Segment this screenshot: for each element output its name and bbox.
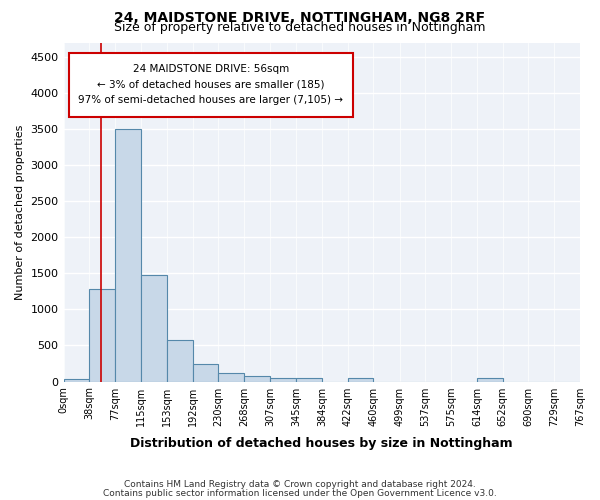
Bar	[244, 376, 270, 382]
Bar	[218, 373, 244, 382]
X-axis label: Distribution of detached houses by size in Nottingham: Distribution of detached houses by size …	[130, 437, 513, 450]
Text: Size of property relative to detached houses in Nottingham: Size of property relative to detached ho…	[114, 22, 486, 35]
Y-axis label: Number of detached properties: Number of detached properties	[15, 124, 25, 300]
Text: 24 MAIDSTONE DRIVE: 56sqm
← 3% of detached houses are smaller (185)
97% of semi-: 24 MAIDSTONE DRIVE: 56sqm ← 3% of detach…	[78, 64, 343, 106]
Text: 24, MAIDSTONE DRIVE, NOTTINGHAM, NG8 2RF: 24, MAIDSTONE DRIVE, NOTTINGHAM, NG8 2RF	[115, 12, 485, 26]
Bar	[115, 129, 141, 382]
Bar	[296, 378, 322, 382]
Bar	[141, 275, 167, 382]
Bar	[64, 378, 89, 382]
FancyBboxPatch shape	[69, 52, 353, 117]
Bar	[193, 364, 218, 382]
Bar	[347, 378, 373, 382]
Bar	[167, 340, 193, 382]
Bar	[89, 289, 115, 382]
Bar	[477, 378, 503, 382]
Text: Contains public sector information licensed under the Open Government Licence v3: Contains public sector information licen…	[103, 488, 497, 498]
Text: Contains HM Land Registry data © Crown copyright and database right 2024.: Contains HM Land Registry data © Crown c…	[124, 480, 476, 489]
Bar	[270, 378, 296, 382]
